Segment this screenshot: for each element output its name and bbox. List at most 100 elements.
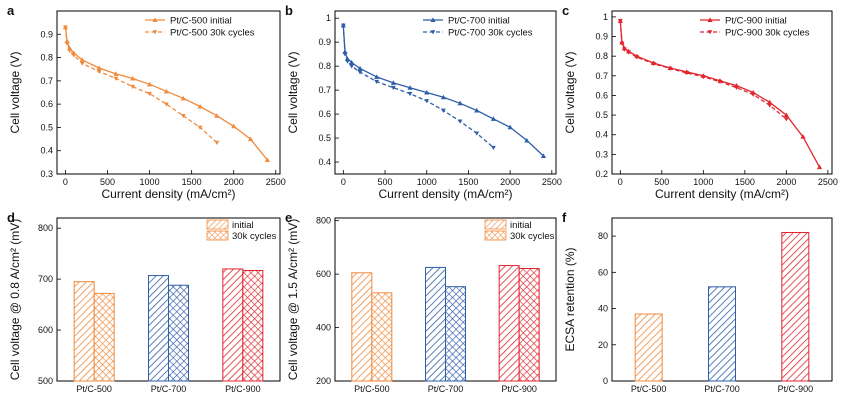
data-point [524,137,530,143]
data-point [707,30,713,35]
legend-label: 30k cycles [232,231,277,242]
y-tick-label: 0.2 [595,169,608,179]
data-point [146,81,153,87]
bar-pt-c-700-initial [425,266,446,382]
x-tick-label: 1500 [182,177,202,187]
x-tick-label: 1500 [735,177,755,187]
x-tick-label: 2000 [224,177,244,187]
data-point [390,80,396,85]
data-point [197,103,203,109]
data-point [130,75,136,81]
bar-pt-c-700-ecsa-retention [708,286,736,382]
y-tick-label: 1 [326,13,331,23]
legend-label: 30k cycles [510,231,555,242]
y-tick-label: 0.4 [318,157,331,167]
y-tick-label: 0.7 [595,71,608,81]
legend-swatch [206,230,229,241]
x-tick-label: 500 [378,177,393,187]
data-point [180,95,186,101]
panel-letter-e: e [285,210,292,225]
x-tick-label: Pt/C-900 [225,384,261,394]
y-tick-label: 40 [598,304,608,314]
y-tick-label: 0.3 [40,169,53,179]
data-point [634,55,640,60]
y-tick-label: 0.7 [40,76,53,86]
panel-letter-a: a [7,3,15,18]
legend-swatch [484,230,507,241]
panel-letter-b: b [285,3,293,18]
y-tick-label: 700 [38,274,53,284]
data-point [626,50,632,55]
y-tick-label: 0.8 [318,61,331,71]
legend-label: Pt/C-900 initial [725,16,787,27]
data-point [684,71,690,76]
x-tick-label: Pt/C-700 [704,384,740,394]
y-tick-label: 0.5 [318,133,331,143]
legend-swatch [484,219,507,230]
data-point [340,23,346,28]
y-tick-label: 0.6 [318,109,331,119]
bar-pt-c-900-ecsa-retention [781,231,810,382]
x-tick-label: 0 [63,177,68,187]
y-tick-label: 0.4 [40,146,53,156]
data-point [67,48,73,53]
plot-frame [56,10,281,175]
data-point [197,125,203,130]
data-point [374,79,380,85]
x-tick-label: Pt/C-900 [778,384,814,394]
y-tick-label: 60 [598,267,608,277]
series-line-30k-cycles [64,27,218,144]
data-point [490,116,497,121]
bar-pt-c-700-30k-cycles [445,286,466,382]
data-point [816,164,823,170]
data-point [430,30,436,35]
legend-label: Pt/C-500 initial [170,16,232,27]
y-tick-label: 600 [316,269,331,279]
y-axis-title: Cell voltage (V) [286,51,300,133]
data-point [214,140,220,145]
data-point [407,85,413,90]
data-point [667,66,673,71]
data-point [457,100,463,106]
y-tick-label: 0.8 [40,53,53,63]
data-point [622,47,627,52]
y-tick-label: 0.7 [318,85,331,95]
data-point [457,119,463,124]
data-point [707,17,713,22]
chart-panel-d: 500 600 700 800 Cell voltage @ 0.8 A/cm² (mV… [7,210,281,394]
data-point [113,76,119,81]
y-tick-label: 500 [38,376,53,386]
y-tick-label: 0.9 [318,37,331,47]
bar-pt-c-900-initial [498,265,520,382]
data-point [345,59,350,64]
data-point [264,157,270,163]
data-point [491,145,496,151]
bar-pt-c-900-initial [222,268,244,382]
chart-panel-f: 0 20 40 60 80 ECSA retention (%) f Pt/C-500 Pt/C… [562,210,833,394]
data-point [180,113,186,119]
y-axis-title: Cell voltage @ 0.8 A/cm² (mV) [8,219,22,381]
data-point [507,124,513,130]
y-tick-label: 80 [598,231,608,241]
y-tick-label: 0.4 [595,130,608,140]
chart-panel-e: 200 400 600 800 Cell voltage @ 1.5 A/cm² (mV… [285,210,557,394]
x-tick-label: Pt/C-500 [354,384,390,394]
x-axis-title: Current density (mA/cm²) [378,187,512,201]
y-axis-title: Cell voltage @ 1.5 A/cm² (mV) [286,219,300,381]
data-point [441,108,446,113]
x-tick-label: 2000 [776,177,796,187]
data-point [800,134,806,139]
data-point [407,91,413,97]
x-axis-title: Current density (mA/cm²) [101,187,235,201]
data-point [750,92,756,97]
x-tick-label: 0 [341,177,346,187]
legend-label: Pt/C-700 initial [448,16,510,27]
data-point [79,61,85,66]
data-point [357,70,363,75]
y-axis-title: Cell voltage (V) [563,51,577,133]
data-point [357,65,363,71]
x-tick-label: 2500 [542,177,562,187]
data-point [349,64,355,69]
legend-label: Pt/C-500 30k cycles [170,28,255,39]
bar-pt-c-500-initial [73,281,95,382]
